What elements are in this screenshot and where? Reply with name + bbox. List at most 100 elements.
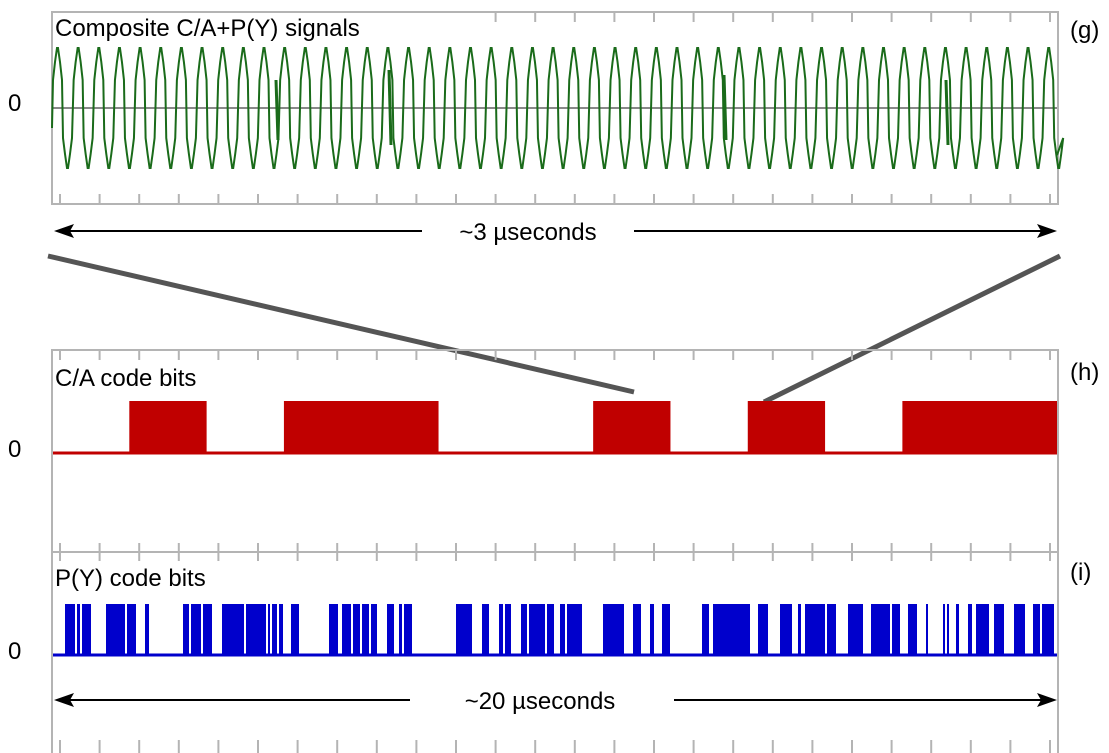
py-bit-high	[254, 604, 260, 655]
py-bit-high	[758, 604, 768, 655]
py-bit-high	[569, 604, 572, 655]
zoom-line-right	[762, 253, 1062, 405]
py-bit-high	[1014, 604, 1019, 655]
py-bit-high	[541, 604, 545, 655]
py-bit-high	[926, 604, 928, 655]
py-bit-high	[848, 604, 853, 655]
py-bit-high	[883, 604, 890, 655]
py-bit-high	[603, 604, 607, 655]
py-bit-high	[702, 604, 709, 655]
ca-bit-high	[283, 401, 439, 453]
bottom-arrow-left-head	[54, 693, 74, 707]
py-bit-high	[371, 604, 377, 655]
py-bit-high	[1051, 604, 1054, 655]
py-bit-high	[719, 604, 722, 655]
py-bit-high	[881, 604, 883, 655]
py-bit-high	[260, 604, 266, 655]
py-bit-high	[983, 604, 989, 655]
py-bit-high	[547, 604, 554, 655]
py-bit-high	[567, 604, 569, 655]
phase-flip-glitch	[274, 79, 280, 141]
top-arrow-left-head	[54, 224, 74, 238]
py-bit-high	[827, 604, 836, 655]
py-bit-high	[560, 604, 565, 655]
panel-g-title: Composite C/A+P(Y) signals	[55, 15, 360, 42]
py-bit-high	[222, 604, 226, 655]
py-bit-high	[722, 604, 729, 655]
py-bit-high	[633, 604, 641, 655]
panel-i-letter: (i)	[1070, 559, 1091, 586]
ca-code-bits	[129, 401, 1057, 453]
bottom-span-arrow	[54, 693, 1057, 707]
py-bit-high	[740, 604, 750, 655]
py-bit-high	[947, 604, 949, 655]
py-bit-high	[1033, 604, 1040, 655]
py-bit-high	[662, 604, 670, 655]
py-bit-high	[121, 604, 125, 655]
py-bit-high	[183, 604, 189, 655]
py-bit-high	[82, 604, 91, 655]
top-span-arrow	[54, 224, 1057, 238]
panel-g-zero-label: 0	[8, 90, 21, 117]
py-bit-high	[892, 604, 900, 655]
py-bit-high	[387, 604, 390, 655]
py-bit-high	[607, 604, 614, 655]
py-bit-high	[798, 604, 801, 655]
py-bit-high	[464, 604, 470, 655]
py-bit-high	[226, 604, 235, 655]
ca-bit-high	[593, 401, 671, 453]
zoom-line-left	[47, 253, 635, 395]
py-bit-high	[976, 604, 981, 655]
py-bit-high	[1042, 604, 1051, 655]
panel-g-letter: (g)	[1070, 17, 1099, 44]
panel-hi-ticks	[59, 351, 1051, 753]
py-bit-high	[191, 604, 193, 655]
py-bit-high	[815, 604, 825, 655]
top-span-label: ~3 µseconds	[459, 219, 596, 246]
py-bit-high	[614, 604, 624, 655]
py-bit-high	[272, 604, 277, 655]
py-bit-high	[572, 604, 582, 655]
panel-hi-frame	[51, 349, 1059, 753]
panel-h-letter: (h)	[1070, 359, 1099, 386]
phase-flip-glitch	[722, 74, 728, 141]
py-bit-high	[193, 604, 201, 655]
top-arrow-right-head	[1037, 224, 1057, 238]
py-bit-high	[981, 604, 983, 655]
py-bit-high	[399, 604, 402, 655]
py-bit-high	[106, 604, 115, 655]
py-bit-high	[353, 604, 360, 655]
py-bit-high	[786, 604, 792, 655]
py-bit-high	[127, 604, 136, 655]
ca-bit-high	[902, 401, 1057, 453]
composite-signal-trace	[51, 47, 1065, 169]
py-bit-high	[780, 604, 786, 655]
py-bit-high	[65, 604, 75, 655]
bottom-arrow-right-head	[1037, 693, 1057, 707]
py-bit-high	[235, 604, 244, 655]
py-bit-high	[279, 604, 283, 655]
py-bit-high	[203, 604, 207, 655]
py-bit-high	[482, 604, 489, 655]
py-bit-high	[853, 604, 863, 655]
py-bit-high	[291, 604, 299, 655]
py-bit-high	[536, 604, 541, 655]
py-bit-high	[968, 604, 972, 655]
py-bit-high	[505, 604, 511, 655]
panel-i-title: P(Y) code bits	[55, 565, 206, 592]
ca-bit-high	[129, 401, 207, 453]
panel-h-title: C/A code bits	[55, 365, 196, 392]
py-bit-high	[145, 604, 149, 655]
phase-flip-glitch	[387, 69, 393, 146]
py-bit-high	[943, 604, 945, 655]
py-bit-high	[650, 604, 654, 655]
py-bit-high	[390, 604, 394, 655]
py-bit-high	[404, 604, 412, 655]
py-bit-high	[908, 604, 917, 655]
py-bit-high	[329, 604, 338, 655]
py-bit-high	[268, 604, 270, 655]
py-bit-high	[246, 604, 248, 655]
panel-h-zero-label: 0	[8, 436, 21, 463]
bottom-span-label: ~20 µseconds	[465, 688, 616, 715]
